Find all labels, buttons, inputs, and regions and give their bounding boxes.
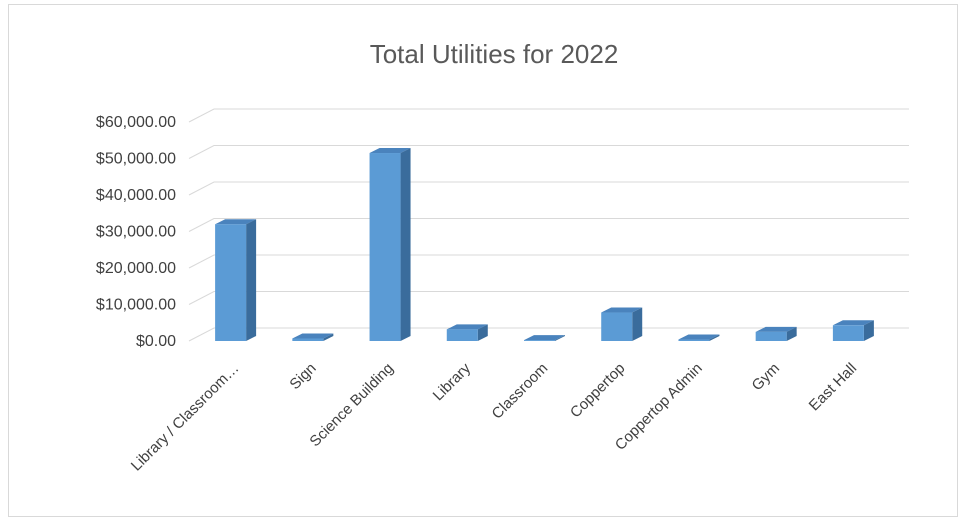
x-category-label: East Hall [806,360,860,414]
bar-side [246,219,257,341]
y-tick-label: $20,000.00 [96,260,176,277]
bar-front [832,325,864,341]
bar-top [678,334,720,340]
bar-side [323,333,334,341]
bars [215,148,874,341]
bar-side [786,326,797,341]
bar-top [292,333,334,339]
bar [601,307,643,341]
bar-top [215,219,257,225]
gridline-5 [188,145,909,159]
bar [755,326,797,341]
gridline-6 [188,108,909,123]
bar-top [832,320,874,326]
gridline-4 [188,181,909,196]
bar [524,335,565,341]
bar-top [369,148,411,154]
bar [832,320,874,341]
x-category-label: Library [430,359,475,404]
bar-front [755,331,787,341]
chart-area: Total Utilities for 2022 $0.00 $10,000.00… [8,4,958,517]
gridline-2 [188,254,909,269]
gridline-3 [188,218,909,232]
x-category-label: Library / Classroom… [128,360,243,475]
y-axis-ticks: $0.00 $10,000.00 $20,000.00 $30,000.00 $40,0… [96,114,176,350]
bar-side [709,334,720,341]
x-category-label: Classroom [489,360,552,423]
x-category-label: Gym [749,360,783,394]
x-category-label: Coppertop [567,360,629,422]
gridline-1 [188,291,909,305]
bar-front [292,338,324,341]
bar-top [524,335,565,341]
bar [446,324,488,341]
bar-front [524,340,555,341]
bar-front [446,329,478,341]
bar-top [755,326,797,332]
bar-side [632,307,643,341]
bar [369,148,411,341]
bar-side [400,148,411,341]
x-category-label: Science Building [306,360,396,450]
bar-top [601,307,643,313]
gridline-0 [188,327,909,342]
bar-front [369,153,401,341]
chart-plot: Total Utilities for 2022 $0.00 $10,000.00… [96,39,909,474]
y-tick-label: $10,000.00 [96,297,176,314]
bar-top [446,324,488,330]
chart-title: Total Utilities for 2022 [370,39,619,69]
bar-front [678,339,710,341]
bar [215,219,257,341]
bar-side [555,335,565,341]
bar-front [215,224,247,341]
gridlines [188,108,909,342]
y-tick-label: $50,000.00 [96,151,176,168]
bar [678,334,720,341]
bar-side [863,320,874,341]
y-tick-label: $0.00 [136,333,176,350]
bar [292,333,334,341]
bar-front [601,312,633,341]
y-tick-label: $60,000.00 [96,114,176,131]
y-tick-label: $40,000.00 [96,187,176,204]
x-category-label: Sign [286,360,319,393]
y-tick-label: $30,000.00 [96,224,176,241]
bar-side [477,324,488,341]
